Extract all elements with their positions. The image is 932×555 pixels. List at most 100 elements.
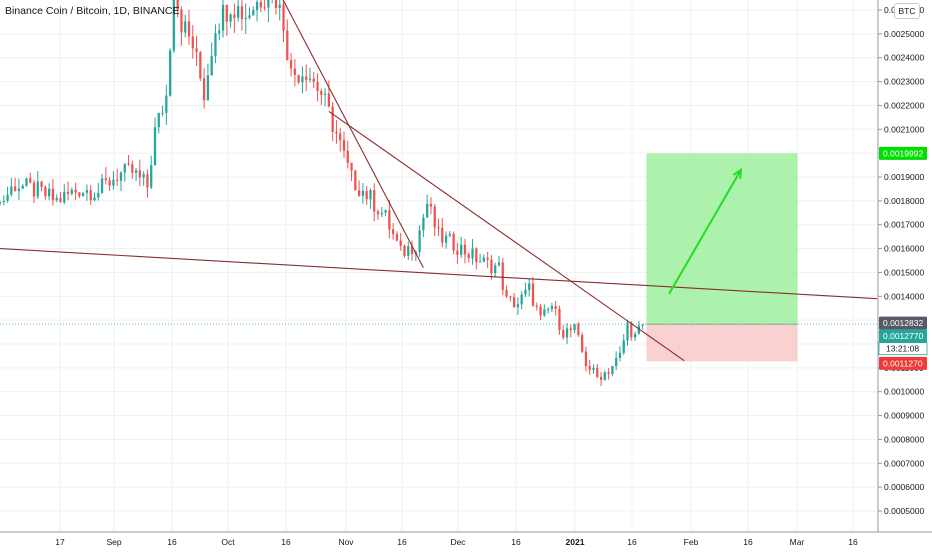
candle-body: [618, 352, 622, 358]
candle-body: [395, 234, 399, 241]
candle-body: [516, 304, 520, 308]
candle-body: [13, 186, 17, 191]
candle-body: [202, 78, 206, 101]
candle-body: [641, 324, 644, 326]
candle-body: [607, 372, 610, 375]
candle-body: [10, 186, 13, 195]
candle-body: [221, 4, 225, 31]
x-tick-label: 16: [743, 537, 753, 547]
candle-body: [134, 170, 138, 173]
candle-body: [153, 127, 157, 166]
candle-body: [274, 0, 278, 8]
candle-body: [535, 305, 538, 307]
candle-body: [562, 330, 565, 338]
candle-body: [327, 93, 331, 107]
candle-body: [89, 189, 92, 201]
y-tick-label: 0.0023000: [884, 77, 924, 87]
candle-body: [233, 14, 236, 18]
candle-body: [418, 230, 421, 252]
target-arrow-head: [732, 167, 743, 179]
candle-body: [471, 248, 474, 259]
candle-body: [505, 289, 508, 297]
y-tick-label: 0.0018000: [884, 196, 924, 206]
candle-body: [365, 191, 368, 200]
y-tick-label: 0.0014000: [884, 291, 924, 301]
candle-body: [165, 95, 168, 113]
bid-price-label: 0.0012770: [879, 329, 927, 343]
y-tick-label: 0.0025000: [884, 29, 924, 39]
y-tick-label: 0.0022000: [884, 100, 924, 110]
trendline: [328, 110, 685, 362]
x-tick-label: 17: [55, 537, 65, 547]
candle-body: [452, 233, 455, 251]
x-tick-label: Oct: [221, 537, 235, 547]
candle-body: [55, 198, 58, 201]
x-tick-label: 16: [281, 537, 291, 547]
y-tick-label: 0.0017000: [884, 220, 924, 230]
candle-body: [0, 202, 2, 204]
candle-body: [214, 33, 217, 56]
candle-body: [93, 197, 96, 201]
y-tick-label: 0.0005000: [884, 506, 924, 516]
candle-body: [376, 211, 380, 215]
x-tick-label: 16: [397, 537, 407, 547]
candle-body: [78, 192, 81, 197]
candle-body: [2, 200, 5, 203]
candle-body: [622, 340, 625, 353]
candle-body: [138, 170, 142, 178]
candle-body: [433, 206, 436, 228]
candle-body: [426, 203, 429, 218]
candle-body: [229, 14, 232, 22]
candle-body: [289, 60, 293, 69]
candle-body: [157, 112, 160, 128]
candle-body: [350, 162, 353, 171]
candle-body: [316, 81, 319, 92]
x-tick-label: Feb: [684, 537, 699, 547]
candle-body: [482, 257, 485, 262]
currency-badge[interactable]: BTC: [894, 3, 920, 19]
candle-body: [558, 308, 561, 331]
candle-body: [509, 296, 512, 298]
candle-body: [524, 289, 527, 295]
trendline: [0, 248, 878, 300]
y-tick-label: 0.0010000: [884, 387, 924, 397]
candle-body: [32, 182, 36, 197]
chart-title: Binance Coin / Bitcoin, 1D, BINANCE: [5, 5, 180, 17]
candle-body: [63, 191, 66, 203]
candle-body: [543, 309, 546, 316]
candle-body: [66, 191, 70, 194]
candle-body: [286, 30, 289, 61]
last-price-label: 0.0012832: [879, 316, 927, 330]
candle-body: [373, 190, 376, 212]
countdown-bg: [878, 342, 928, 356]
candle-body: [346, 150, 349, 163]
candle-body: [218, 30, 221, 34]
candle-body: [422, 217, 425, 231]
trendlines[interactable]: [0, 0, 878, 362]
candle-body: [312, 78, 315, 82]
x-tick-label: 16: [848, 537, 858, 547]
candle-body: [40, 181, 43, 188]
candle-body: [369, 190, 372, 200]
candle-body: [70, 189, 73, 194]
y-tick-label: 0.0015000: [884, 267, 924, 277]
target-price-label-bg: [879, 146, 927, 160]
candle-body: [550, 306, 554, 310]
candle-body: [546, 309, 550, 311]
candle-body: [21, 185, 24, 189]
y-tick-label: 0.0008000: [884, 434, 924, 444]
position-tool[interactable]: [646, 153, 798, 362]
candle-body: [210, 55, 213, 76]
candle-body: [520, 294, 523, 305]
candle-body: [108, 180, 111, 186]
target-price-label-text: 0.0019992: [883, 148, 923, 158]
candle-body: [278, 4, 281, 8]
target-zone: [646, 153, 798, 325]
candle-body: [463, 244, 467, 255]
target-arrow-shaft: [668, 169, 742, 295]
candle-body: [615, 357, 618, 367]
candle-body: [554, 306, 557, 309]
bid-price-label-bg: [879, 329, 927, 343]
